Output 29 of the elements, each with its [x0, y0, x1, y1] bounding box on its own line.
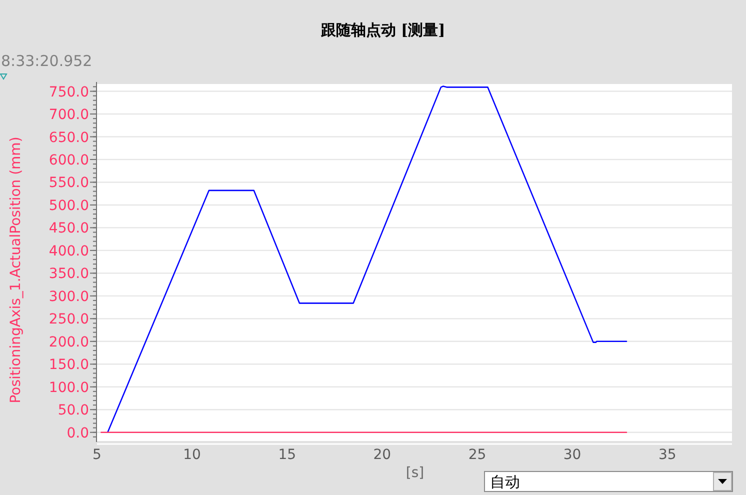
y-tick-label: 100.0 [48, 380, 89, 396]
x-tick-label: 5 [92, 447, 102, 463]
x-tick-label: 35 [658, 447, 676, 463]
y-tick-label: 500.0 [48, 198, 89, 214]
y-tick-label: 700.0 [48, 107, 89, 124]
x-tick-label: 25 [468, 447, 486, 463]
dropdown: 自动 [484, 471, 733, 492]
y-tick-label: 350.0 [48, 266, 89, 282]
x-tick-label: 10 [183, 447, 201, 463]
y-tick-label: 50.0 [58, 402, 89, 419]
x-tick-label: 15 [278, 447, 296, 463]
y-tick-label: 0.0 [66, 425, 89, 442]
chart-title: 跟随轴点动 [测量] [320, 21, 446, 39]
line-series [106, 86, 628, 434]
y-tick-label: 400.0 [48, 243, 89, 260]
y-tick-label: 550.0 [48, 175, 89, 192]
y-axis-title: PositioningAxis_1.ActualPosition (mm) [8, 136, 24, 404]
y-tick-label: 250.0 [48, 312, 89, 328]
x-tick-label: 20 [373, 447, 392, 463]
y-tick-label: 600.0 [48, 152, 89, 168]
y-tick-label: 450.0 [48, 220, 89, 237]
y-tick-label: 650.0 [48, 130, 89, 146]
y-tick-label: 200.0 [48, 334, 89, 350]
text: 8:33:20.952 [1, 52, 92, 70]
x-axis-title: [s] [406, 465, 424, 481]
y-tick-label: 150.0 [48, 357, 89, 374]
y-tick-label: 750.0 [48, 84, 89, 100]
y-tick-label: 300.0 [48, 288, 89, 305]
x-tick-label: 30 [563, 447, 582, 463]
